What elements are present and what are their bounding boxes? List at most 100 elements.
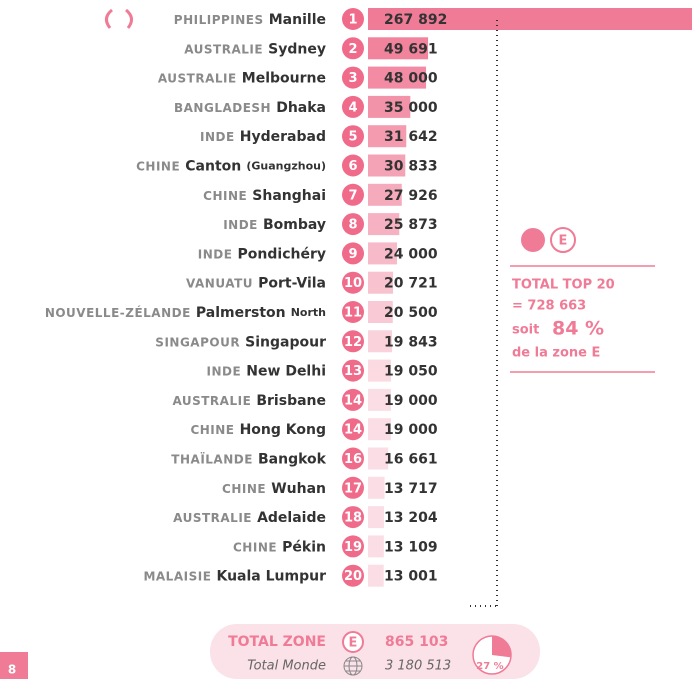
bar [368,37,429,60]
country: INDE [207,364,242,378]
country: CHINE [190,423,234,437]
bar [368,125,407,148]
value-label: 49 691 [384,41,438,57]
rank: 18 [344,511,362,526]
rank: 13 [344,364,362,379]
city: Bangkok [258,452,327,468]
rank-circle [342,95,364,118]
country: AUSTRALIE [158,71,237,85]
country: AUSTRALIE [184,42,263,56]
rank-circle [342,66,364,89]
city: Wuhan [271,481,326,497]
bar [368,213,400,236]
value-label: 13 717 [384,481,438,497]
country: CHINE [136,159,180,173]
row-label: INDE Bombay [223,215,326,234]
city: Singapour [245,334,326,350]
dotted-connector [470,20,498,607]
value-label: 19 050 [384,364,438,380]
row-label: VANUATU Port-Vila [186,273,326,292]
country: BANGLADESH [174,100,271,114]
row-label: THAÏLANDE Bangkok [171,449,326,468]
city: Shanghai [252,188,326,204]
rank: 4 [348,100,357,115]
city: New Delhi [246,364,326,380]
zone-total-label: TOTAL ZONE [228,634,326,650]
value-label: 13 204 [384,510,438,526]
rank: 1 [348,13,357,28]
row-label: AUSTRALIE Melbourne [158,68,326,87]
summary-suffix: de la zone E [512,346,600,361]
rank: 16 [344,452,362,467]
bar [368,95,411,118]
country: VANUATU [186,276,253,290]
row-label: CHINE Shanghai [203,185,326,204]
bar [368,271,394,294]
city: Port-Vila [258,276,326,292]
rank-circle [342,8,364,30]
city: Dhaka [276,100,326,116]
city: Bombay [263,217,326,233]
share-label: 27 % [476,661,503,672]
summary-total: = 728 663 [512,299,586,314]
value-label: 19 843 [384,334,438,350]
summary-title: TOTAL TOP 20 [512,278,615,293]
rank: 11 [344,306,362,321]
city: Brisbane [256,393,326,409]
zone-icon: E [521,227,576,253]
value-label: 31 642 [384,129,438,145]
value-label: 48 000 [384,71,438,87]
rank-circle [342,447,364,470]
rank-circle [342,330,364,353]
globe-icon [343,656,363,676]
country: PHILIPPINES [174,13,264,27]
row-label: INDE Hyderabad [200,127,326,146]
country: THAÏLANDE [171,451,253,466]
rank: 10 [344,276,362,291]
bar [368,8,692,30]
rank: 14 [344,423,362,438]
summary-share: 84 % [552,318,604,340]
row-label: CHINE Hong Kong [190,420,326,439]
rank: 19 [344,540,362,555]
rank-circle [342,125,364,148]
rank-circle [342,418,364,441]
rank-circle [342,183,364,206]
row-label: CHINE Pékin [233,537,326,556]
zone-letter: E [349,636,358,651]
row-label: AUSTRALIE Sydney [184,39,326,58]
zone-letter: E [559,234,568,249]
bar [368,154,406,177]
rank-circle [342,301,364,323]
rank: 14 [344,393,362,408]
rank: 9 [348,247,357,262]
country: SINGAPOUR [155,335,240,349]
row-label: PHILIPPINES Manille [174,10,326,29]
rank-circle [342,359,364,382]
row-label: INDE Pondichéry [198,244,326,263]
city: Pékin [282,539,326,555]
city: Melbourne [242,71,326,87]
city-note: (Guangzhou) [246,160,326,173]
value-label: 267 892 [384,12,447,28]
rank-circle [342,564,364,587]
value-label: 19 000 [384,422,438,438]
country: CHINE [233,540,277,554]
value-label: 25 873 [384,217,438,233]
value-label: 27 926 [384,188,438,204]
rank-circle [342,271,364,294]
bar [368,359,392,382]
country: CHINE [222,481,266,495]
zone-total: 865 103 [385,634,448,650]
rank: 20 [344,569,362,584]
row-label: INDE New Delhi [207,361,326,380]
city: Canton [185,159,241,175]
country: AUSTRALIE [172,393,251,407]
footer-band [210,624,540,679]
world-label: Total Monde [247,659,326,674]
bar [368,183,402,206]
value-label: 13 001 [384,569,438,585]
page-tab [0,652,28,679]
city: Kuala Lumpur [216,569,326,585]
rank: 3 [348,71,357,86]
